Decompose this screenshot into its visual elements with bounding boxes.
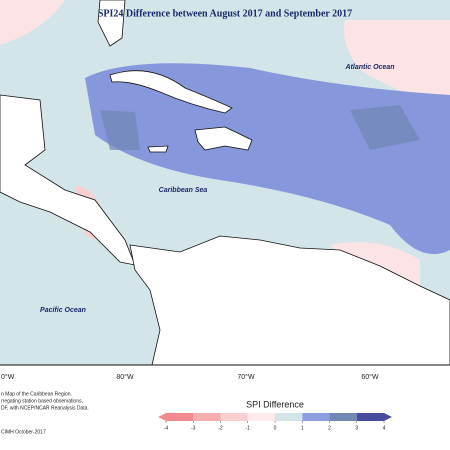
- florida: [97, 0, 126, 47]
- ocean-label: Atlantic Ocean: [344, 64, 394, 71]
- map-title: SPI24 Difference between August 2017 and…: [98, 8, 352, 19]
- longitude-label: 80°W: [116, 373, 134, 381]
- map: SPI24 Difference between August 2017 and…: [0, 0, 450, 366]
- jamaica: [147, 145, 169, 153]
- legend-swatch: [275, 413, 303, 421]
- hispaniola: [194, 126, 253, 151]
- central-america: [0, 94, 136, 266]
- legend-swatch: [329, 413, 357, 421]
- longitude-label: 0°W: [1, 373, 15, 381]
- legend-swatch: [166, 413, 194, 421]
- footnote: rregating station based observations,: [1, 398, 83, 404]
- sea-label: Caribbean Sea: [159, 187, 208, 194]
- footnote: DF, with NCEP/NCAR Reanalysis Data.: [1, 405, 89, 411]
- legend-swatch: [193, 413, 221, 421]
- south-america: [129, 235, 450, 366]
- legend-swatch: [220, 413, 248, 421]
- legend-tick-label: -2: [218, 425, 223, 431]
- longitude-label: 60°W: [361, 373, 379, 381]
- legend-tick-label: 1: [301, 425, 304, 431]
- strong-area: [350, 105, 420, 150]
- legend-tick-label: -1: [246, 425, 251, 431]
- legend-title: SPI Difference: [246, 399, 304, 409]
- legend-tick-label: 3: [355, 425, 358, 431]
- legend-swatch: [247, 413, 275, 421]
- strong-area: [100, 110, 140, 150]
- legend-arrow: [384, 413, 392, 421]
- ocean-label: Pacific Ocean: [40, 307, 86, 314]
- legend-swatch: [302, 413, 330, 421]
- credit: CIMH October-2017: [1, 429, 46, 435]
- legend-tick-label: 2: [328, 425, 331, 431]
- pink-area: [344, 20, 450, 105]
- longitude-label: 70°W: [237, 373, 255, 381]
- legend-tick-label: 4: [383, 425, 386, 431]
- legend-tick-label: -4: [164, 425, 169, 431]
- legend-swatch: [356, 413, 384, 421]
- legend: -4 -3 -2 -1 0 1 2 3 4: [158, 413, 392, 431]
- footnote: n Map of the Caribbean Region.: [1, 391, 72, 397]
- legend-arrow: [158, 413, 166, 421]
- legend-tick-label: -3: [191, 425, 196, 431]
- pink-area: [0, 0, 65, 45]
- cuba: [109, 70, 233, 114]
- legend-tick-label: 0: [274, 425, 277, 431]
